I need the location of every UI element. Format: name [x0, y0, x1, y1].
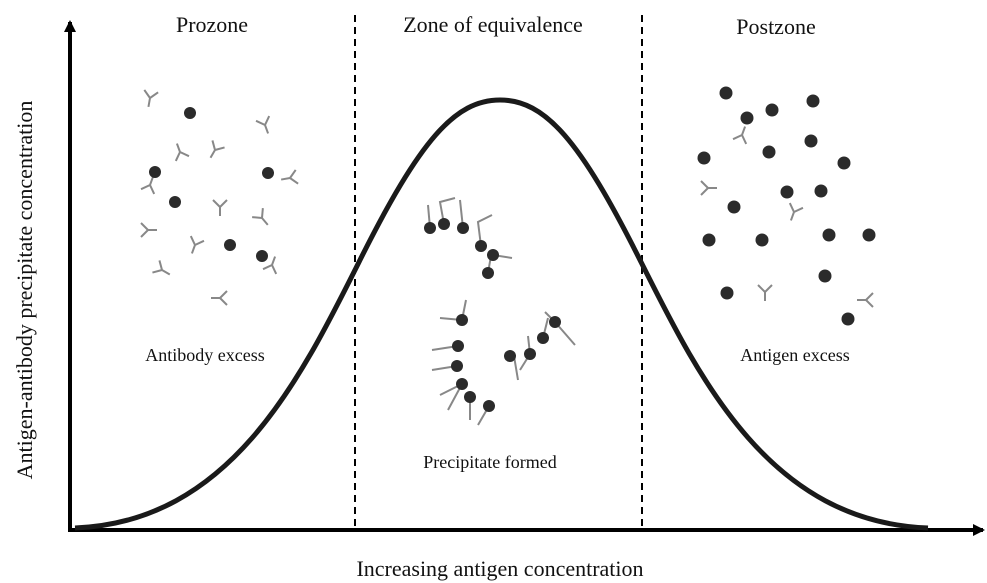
zone-label: Prozone	[176, 12, 248, 37]
antigen	[838, 157, 851, 170]
page: {"axes": {"x_label": "Increasing antigen…	[0, 0, 987, 583]
antigen	[842, 313, 855, 326]
antigen	[464, 391, 476, 403]
antigen	[169, 196, 181, 208]
antibody	[185, 236, 204, 256]
antigen	[863, 229, 876, 242]
antigen	[537, 332, 549, 344]
antigen	[438, 218, 450, 230]
antibody	[170, 141, 189, 161]
antibody	[701, 181, 717, 195]
antigen	[482, 267, 494, 279]
antigen	[456, 378, 468, 390]
antigen	[456, 314, 468, 326]
antigen	[756, 234, 769, 247]
antigen	[256, 250, 268, 262]
antigen	[728, 201, 741, 214]
antigen	[224, 239, 236, 251]
antibody-chain	[428, 198, 512, 273]
y-axis-label: Antigen-antibody precipitate concentrati…	[12, 101, 37, 480]
antibody	[252, 208, 273, 229]
antibody	[857, 293, 873, 307]
precipitate-lattice	[424, 198, 575, 425]
antigen	[823, 229, 836, 242]
antigen	[703, 234, 716, 247]
body: Prozone Zone of equivalence Postzone Ant…	[0, 0, 987, 583]
antibody	[213, 200, 227, 216]
antibody	[152, 260, 173, 280]
antigen	[457, 222, 469, 234]
antigen	[781, 186, 794, 199]
antigen	[451, 360, 463, 372]
antigen	[763, 146, 776, 159]
antigen	[815, 185, 828, 198]
antibody-chain	[514, 312, 575, 380]
antigen	[766, 104, 779, 117]
antibody	[733, 124, 752, 144]
antigen	[698, 152, 711, 165]
antigen	[452, 340, 464, 352]
antigen	[741, 112, 754, 125]
zone-description: Precipitate formed	[423, 452, 556, 472]
antigen	[807, 95, 820, 108]
antigen	[504, 350, 516, 362]
antigen	[424, 222, 436, 234]
antibody	[784, 203, 803, 223]
antibody	[142, 90, 159, 108]
antigen	[487, 249, 499, 261]
zone-description: Antibody excess	[145, 345, 264, 365]
antibody	[211, 291, 227, 305]
antigen	[721, 287, 734, 300]
zone-description: Antigen excess	[740, 345, 849, 365]
antigen	[262, 167, 274, 179]
diagram: Prozone Zone of equivalence Postzone Ant…	[0, 0, 987, 583]
antigen	[184, 107, 196, 119]
antigen	[483, 400, 495, 412]
antigen	[475, 240, 487, 252]
antigen	[805, 135, 818, 148]
antigen	[549, 316, 561, 328]
antigen-excess-molecules	[698, 87, 876, 326]
antigen	[524, 348, 536, 360]
antibody	[758, 285, 772, 301]
antibody	[280, 170, 298, 187]
x-axis-label: Increasing antigen concentration	[356, 556, 643, 581]
antigen	[149, 166, 161, 178]
antibody	[204, 140, 224, 161]
antibody-excess-molecules	[141, 90, 298, 305]
antibody	[256, 116, 275, 136]
zone-label: Zone of equivalence	[403, 12, 583, 37]
zone-label: Postzone	[736, 14, 815, 39]
antibody	[141, 223, 157, 237]
antigen	[720, 87, 733, 100]
antigen	[819, 270, 832, 283]
